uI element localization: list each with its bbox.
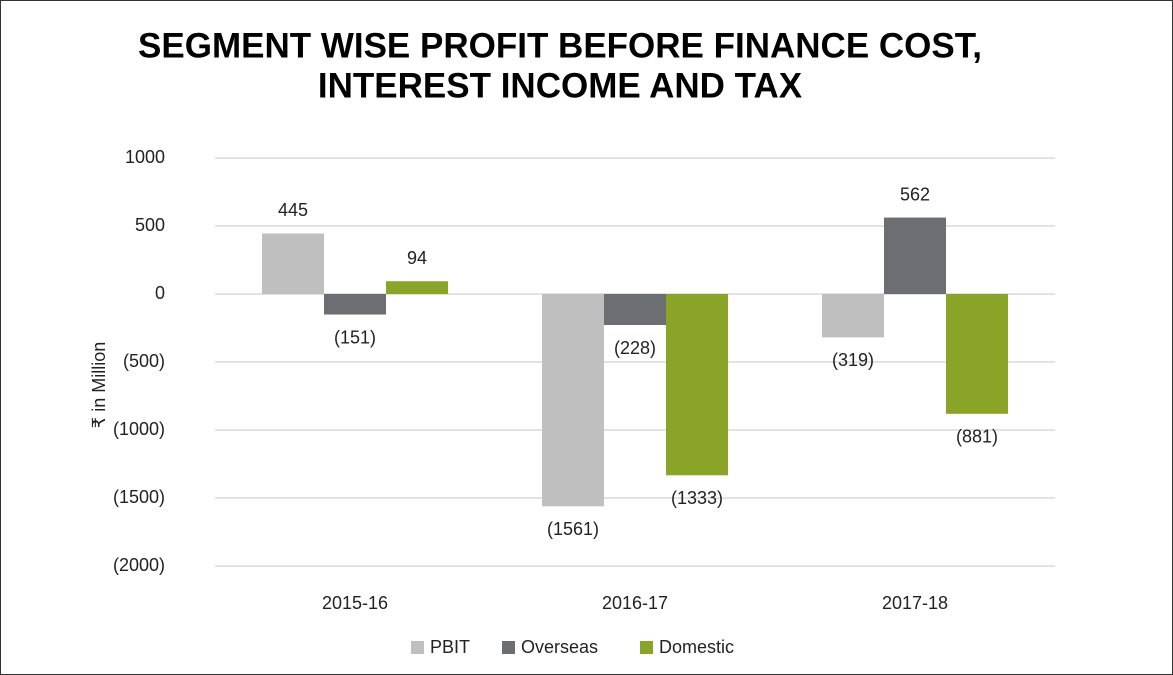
x-tick-label: 2017-18 [882,593,948,613]
bar [884,217,946,294]
data-label: (319) [832,350,874,370]
bar [542,294,604,507]
data-label: 94 [407,248,427,268]
bar [666,294,728,476]
y-tick-label: (2000) [113,555,165,575]
bar [262,233,324,294]
legend-swatch [411,641,424,654]
bar [946,294,1008,414]
y-axis-label: ₹ in Million [89,342,109,428]
data-label: (1333) [671,488,723,508]
data-label: (151) [334,327,376,347]
x-tick-label: 2015-16 [322,593,388,613]
data-label: 445 [278,200,308,220]
data-label: (1561) [547,519,599,539]
chart-title: SEGMENT WISE PROFIT BEFORE FINANCE COST, [138,26,982,65]
data-label: (881) [956,427,998,447]
legend-label: Overseas [521,637,598,657]
x-tick-label: 2016-17 [602,593,668,613]
legend-label: Domestic [659,637,734,657]
data-label: (228) [614,338,656,358]
bar [386,281,448,294]
chart-title: INTEREST INCOME AND TAX [318,66,803,105]
y-tick-label: (500) [123,351,165,371]
y-tick-label: 500 [135,215,165,235]
legend-swatch [640,641,653,654]
bar [822,294,884,338]
bar [324,294,386,315]
legend-label: PBIT [430,637,470,657]
bar [604,294,666,326]
y-tick-label: 0 [155,283,165,303]
y-tick-label: (1000) [113,419,165,439]
data-label: 562 [900,184,930,204]
y-tick-label: (1500) [113,487,165,507]
legend-swatch [502,641,515,654]
y-tick-label: 1000 [125,147,165,167]
